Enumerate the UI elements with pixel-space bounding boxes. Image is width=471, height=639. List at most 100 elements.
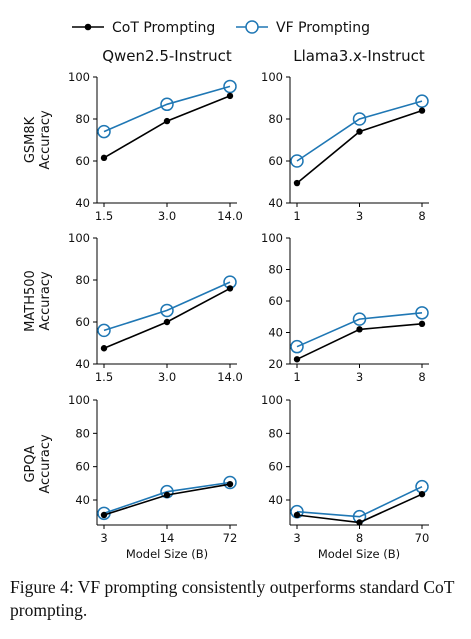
- data-point-cot: [226, 285, 234, 292]
- figure-caption: Figure 4: VF prompting consistently outp…: [10, 577, 455, 620]
- series-line-cot: [296, 109, 423, 184]
- data-point-vf: [352, 112, 367, 126]
- legend-label-cot: CoT Prompting: [112, 20, 215, 36]
- data-point-cot: [293, 179, 301, 187]
- data-point-vf: [223, 475, 237, 490]
- data-point-vf: [415, 479, 429, 494]
- y-tick-label: 60: [75, 460, 90, 474]
- column-title-llama: Llama3.x-Instruct: [293, 47, 425, 65]
- x-tick-label: 3.0: [158, 209, 176, 223]
- y-tick-label: 40: [75, 357, 90, 371]
- x-tick-label: 1.5: [95, 209, 113, 223]
- row-label-gsm8k-line2: Accuracy: [38, 110, 53, 170]
- legend: CoT Prompting VF Prompting: [72, 20, 370, 36]
- series-line-cot: [103, 287, 231, 350]
- series-line-vf: [103, 85, 231, 133]
- row-label-math500: MATH500 Accuracy: [23, 270, 53, 332]
- series-line-cot: [296, 493, 423, 524]
- column-title-qwen: Qwen2.5-Instruct: [102, 47, 232, 65]
- x-tick-label: 72: [223, 531, 238, 545]
- data-point-cot: [100, 511, 108, 519]
- legend-item-cot: CoT Prompting: [72, 20, 215, 36]
- data-point-vf: [290, 154, 304, 168]
- x-tick-label: 3: [356, 370, 363, 384]
- data-point-cot: [163, 117, 171, 125]
- x-tick-label: 14.0: [217, 370, 243, 384]
- y-tick-label: 60: [268, 294, 283, 308]
- figure-4-chart-grid: CoT Prompting VF Prompting Qwen2.5-Instr…: [23, 20, 429, 561]
- data-point-vf: [352, 312, 367, 326]
- row-label-math500-line1: MATH500: [23, 270, 38, 332]
- series-line-vf: [296, 100, 423, 162]
- legend-marker-cot: [84, 23, 92, 31]
- y-tick-label: 80: [75, 426, 90, 440]
- data-point-vf: [97, 323, 111, 338]
- row-label-math500-line2: Accuracy: [38, 271, 53, 331]
- legend-label-vf: VF Prompting: [276, 20, 370, 36]
- x-tick-label: 3: [293, 531, 300, 545]
- row-label-gsm8k-line1: GSM8K: [23, 116, 38, 163]
- y-tick-label: 80: [75, 112, 90, 126]
- panel-1: 40 60 80 100 1.5 3.0 14.0: [68, 70, 243, 223]
- y-tick-label: 40: [268, 493, 283, 507]
- x-tick-label: 3: [356, 209, 363, 223]
- y-tick-label: 20: [268, 357, 283, 371]
- series-line-vf: [103, 481, 231, 515]
- y-tick-label: 40: [268, 326, 283, 340]
- series-line-vf: [296, 312, 423, 348]
- data-point-vf: [160, 303, 174, 318]
- data-point-cot: [418, 320, 426, 328]
- data-point-cot: [418, 107, 426, 114]
- x-tick-label: 8: [418, 209, 425, 223]
- row-label-gpqa-line2: Accuracy: [38, 434, 53, 494]
- data-point-cot: [163, 491, 171, 499]
- y-tick-label: 60: [268, 460, 283, 474]
- x-tick-label: 3: [100, 531, 107, 545]
- y-tick-label: 40: [75, 196, 90, 210]
- y-tick-label: 60: [75, 315, 90, 329]
- x-axis-label-right: Model Size (B): [318, 547, 400, 561]
- data-point-cot: [100, 154, 108, 162]
- series-line-cot: [103, 95, 231, 159]
- x-tick-label: 1: [293, 370, 300, 384]
- legend-item-vf: VF Prompting: [236, 20, 370, 36]
- data-point-vf: [160, 97, 174, 112]
- y-tick-label: 100: [261, 393, 283, 407]
- legend-marker-vf: [245, 20, 259, 34]
- x-tick-label: 14: [160, 531, 175, 545]
- x-tick-label: 14.0: [217, 209, 243, 223]
- data-point-cot: [356, 519, 363, 526]
- panel-2: 40 60 80 100 1 3 8: [261, 70, 429, 223]
- x-tick-label: 1.5: [95, 370, 113, 384]
- data-point-cot: [418, 490, 426, 498]
- series-line-cot: [103, 483, 231, 516]
- y-tick-label: 80: [268, 263, 283, 277]
- data-point-vf: [290, 339, 304, 354]
- x-tick-label: 1: [293, 209, 300, 223]
- y-tick-label: 80: [75, 273, 90, 287]
- x-tick-label: 8: [356, 531, 363, 545]
- panel-4: 20 40 60 80 100 1 3 8: [261, 231, 429, 384]
- x-axis-label-left: Model Size (B): [126, 547, 208, 561]
- x-tick-label: 3.0: [158, 370, 176, 384]
- data-point-cot: [356, 128, 363, 135]
- data-point-vf: [415, 94, 429, 108]
- data-point-cot: [356, 326, 363, 333]
- row-label-gpqa-line1: GPQA: [23, 445, 38, 482]
- data-point-cot: [163, 318, 171, 326]
- y-tick-label: 40: [268, 196, 283, 210]
- y-tick-label: 100: [68, 70, 90, 84]
- y-tick-label: 60: [75, 154, 90, 168]
- series-line-vf: [103, 281, 231, 332]
- panel-5: 40 60 80 100 3 14 72: [68, 393, 237, 545]
- y-tick-label: 100: [68, 231, 90, 245]
- row-label-gsm8k: GSM8K Accuracy: [23, 110, 53, 170]
- data-point-cot: [293, 511, 301, 519]
- y-tick-label: 100: [261, 70, 283, 84]
- row-label-gpqa: GPQA Accuracy: [23, 434, 53, 494]
- data-point-cot: [226, 480, 234, 488]
- y-tick-label: 40: [75, 493, 90, 507]
- panel-6: 40 60 80 100 3 8 70: [261, 393, 429, 545]
- data-point-cot: [226, 92, 234, 100]
- x-tick-label: 70: [415, 531, 430, 545]
